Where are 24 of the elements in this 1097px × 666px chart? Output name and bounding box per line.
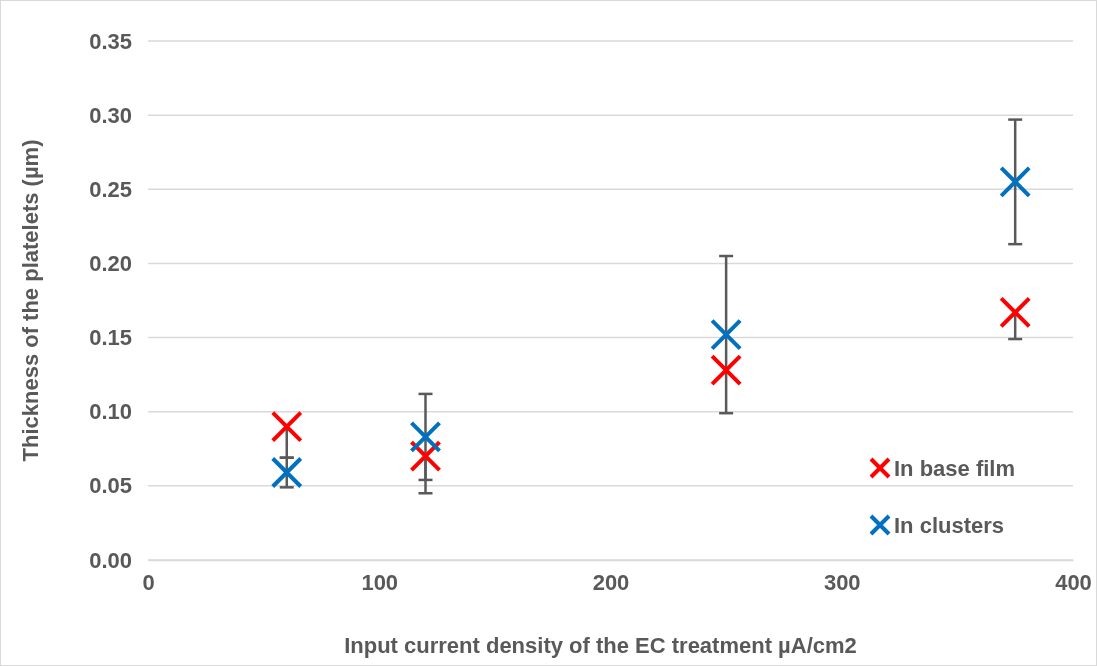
y-tick-label: 0.30 <box>89 102 132 128</box>
x-tick-label: 100 <box>361 569 399 595</box>
x-tick-label: 300 <box>823 569 861 595</box>
point <box>270 410 303 443</box>
y-tick-label: 0.15 <box>89 325 132 351</box>
y-tick-label: 0.00 <box>89 547 132 573</box>
y-tick-label: 0.25 <box>89 176 132 202</box>
y-tick-label: 0.35 <box>89 28 132 54</box>
x-tick-label: 400 <box>1055 569 1092 595</box>
point <box>409 420 442 453</box>
x-axis-title: Input current density of the EC treatment µA/cm2 <box>344 633 857 658</box>
y-tick-label: 0.05 <box>89 473 132 499</box>
point <box>999 165 1032 198</box>
y-tick-label: 0.10 <box>89 399 132 425</box>
legend-label: In clusters <box>894 513 1005 538</box>
x-tick-label: 200 <box>592 569 630 595</box>
legend-label: In base film <box>894 456 1016 481</box>
y-tick-label: 0.20 <box>89 250 132 276</box>
x-tick-label: 0 <box>142 569 155 595</box>
point <box>710 354 743 387</box>
point <box>999 296 1032 329</box>
y-axis-title: Thickness of the platelets (µm) <box>18 139 43 462</box>
point <box>409 440 442 473</box>
point <box>710 318 743 351</box>
